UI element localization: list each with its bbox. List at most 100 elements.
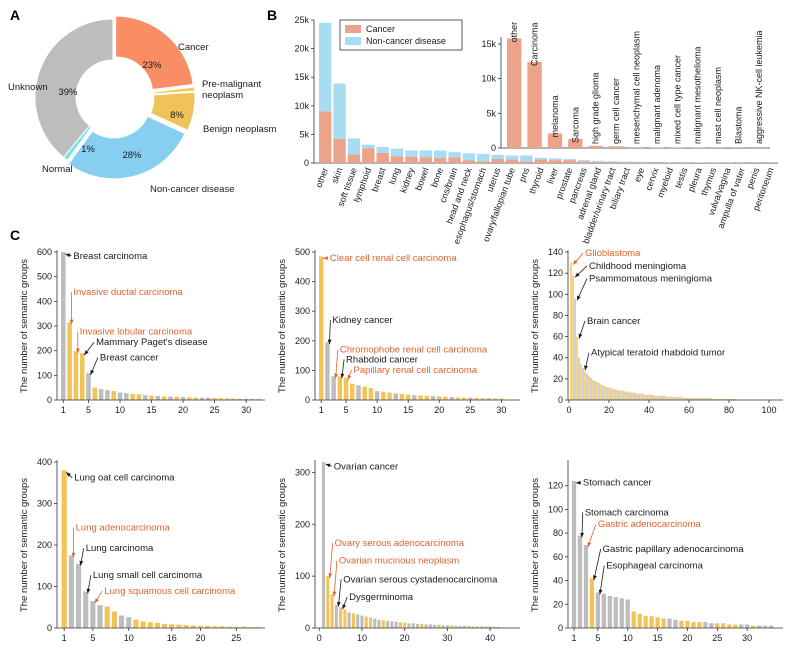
bar-category-label: other [509,22,519,43]
bar [570,263,571,400]
bar [412,623,415,628]
bar [319,256,323,400]
y-axis-label: The number of semantic groups [277,259,288,393]
y-tick-label: 300 [295,467,310,477]
bar [602,594,606,628]
bar [335,605,338,628]
bar [416,624,419,628]
annotation-label: Dysgerminoma [349,592,414,603]
x-tick-label: 1 [571,633,576,643]
y-tick-label: 0 [304,158,309,168]
y-tick-label: 200 [37,540,52,550]
bar [612,388,613,400]
bar [644,395,645,400]
bar [394,393,398,400]
y-tick-label: 0 [47,623,52,633]
x-tick-label: other [314,166,330,189]
legend-swatch-non-cancer [345,37,361,45]
annotation-label: Stomach carcinoma [585,507,670,518]
bar [369,618,372,628]
x-tick-label: 30 [442,633,452,643]
bar-cancer [362,148,374,163]
bar [715,623,719,628]
bar [658,396,659,400]
bar [604,386,605,400]
y-tick-label: 80 [553,310,563,320]
bar-cancer [405,157,417,163]
bar [187,397,192,400]
bar [679,621,683,628]
bar [650,395,651,400]
y-tick-label: 40 [553,576,563,586]
bar [395,622,398,628]
annotation-label: Gastric adenocarcinoma [598,519,702,530]
bar [105,606,110,628]
annotation-arrowhead [348,375,352,380]
bar [632,393,633,400]
annotation-label: Ovarian mucinous neoplasm [339,556,459,567]
bar-cancer [348,154,360,163]
bar-cancer [420,157,432,163]
bar [602,385,603,400]
y-tick-label: 0 [305,395,310,405]
donut-slice-label: Non-cancer disease [150,184,235,195]
annotation-label: Invasive lobular carcinoma [80,327,193,338]
y-tick-label: 100 [548,289,563,299]
bar [574,299,575,400]
bar [339,607,342,628]
y-tick-label: 20 [553,374,563,384]
bar [105,390,110,400]
annotation-label: Rhabdoid cancer [346,354,418,365]
bar [630,393,631,400]
bar [638,614,642,628]
x-tick-label: 25 [210,405,220,415]
bar [638,394,639,400]
bar [590,378,591,400]
annotation-label: Lung oat cell carcinoma [74,473,175,484]
bar [174,397,179,400]
bar [90,601,95,628]
bar [425,396,429,400]
x-tick-label: 15 [147,405,157,415]
bar [373,619,376,628]
bar-non-cancer [348,138,360,154]
bar-cancer [377,153,389,163]
annotation-arrowhead [584,365,588,370]
bar [600,384,601,400]
bar [624,392,625,400]
bar [387,393,391,400]
bar-cancer [635,162,647,163]
x-tick-label: 10 [115,405,125,415]
panel-label-a: A [10,7,20,23]
bar-cancer [463,160,475,163]
bar [588,376,589,400]
y-tick-label: 0 [47,395,52,405]
annotation-label: Lung small cell carcinoma [93,570,203,581]
bar [640,394,641,400]
bar [176,625,181,628]
bar [137,394,142,400]
annotation-arrow [330,543,333,578]
bar [406,395,410,400]
bar [673,620,677,628]
x-tick-label: 80 [724,405,734,415]
bar [348,612,351,628]
annotation-arrowhead [326,464,331,468]
donut-percent-label: 8% [170,110,184,121]
x-tick-label: 30 [742,633,752,643]
donut-slice-label: Normal [42,164,73,175]
donut-slice-label: Unknown [8,82,48,93]
bar [649,616,653,628]
bar [412,395,416,400]
bar-non-cancer [607,161,619,162]
bar [662,396,663,400]
bar-cancer [664,162,676,163]
bar [399,622,402,628]
y-tick-label: 300 [37,321,52,331]
bar [636,394,637,400]
x-tick-label: 20 [604,405,614,415]
bar [691,622,695,628]
